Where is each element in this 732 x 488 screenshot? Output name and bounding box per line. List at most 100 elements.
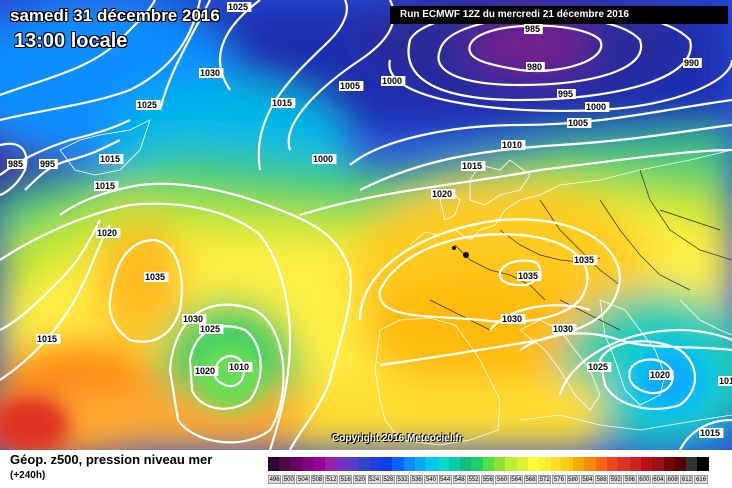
scale-value-label: 600: [637, 475, 651, 484]
scale-swatch: [381, 457, 393, 471]
scale-swatch: [640, 457, 653, 471]
pressure-label: 1020: [432, 189, 452, 199]
scale-value-label: 524: [367, 475, 381, 484]
copyright-notice: Copyright 2016 Meteociel.fr: [332, 433, 463, 444]
scale-swatch: [539, 457, 551, 471]
scale-value-label: 604: [651, 475, 666, 484]
model-run-label: Run ECMWF 12Z du mercredi 21 décembre 20…: [390, 6, 728, 24]
scale-swatch: [301, 457, 314, 471]
scale-swatch: [652, 457, 664, 471]
scale-value-label: 556: [481, 475, 495, 484]
scale-swatch: [527, 457, 540, 471]
pressure-label: 1015: [719, 376, 732, 386]
pressure-label: 1020: [97, 228, 117, 238]
pressure-label-bg: [431, 189, 456, 199]
scale-value-label: 496: [268, 475, 282, 484]
pressure-label: 1020: [195, 366, 215, 376]
scale-value-label: 500: [282, 475, 296, 484]
pressure-label: 1035: [574, 255, 594, 265]
isobars: [0, 0, 732, 450]
scale-value-label: 520: [353, 475, 367, 484]
pressure-label-bg: [227, 2, 252, 12]
pressure-label: 1025: [137, 100, 157, 110]
scale-swatch: [279, 457, 292, 471]
country-borders: [429, 169, 732, 331]
scale-swatch: [482, 457, 495, 471]
pressure-label-bg: [501, 314, 526, 324]
scale-value-label: 552: [467, 475, 481, 484]
pressure-label-bg: [526, 62, 545, 72]
pressure-label-bg: [36, 334, 61, 344]
pressure-label-bg: [461, 161, 486, 171]
pressure-label: 1015: [272, 98, 292, 108]
scale-swatch: [595, 457, 608, 471]
scale-value-label: 612: [680, 475, 694, 484]
pressure-label-bg: [718, 376, 732, 386]
scale-swatch: [369, 457, 382, 471]
scale-value-label: 588: [594, 475, 609, 484]
scale-swatch: [516, 457, 529, 471]
scale-swatch: [358, 457, 371, 471]
scale-value-label: 532: [395, 475, 410, 484]
scale-value-label: 572: [538, 475, 552, 484]
pressure-label-bg: [199, 68, 224, 78]
pressure-label: 1005: [340, 81, 360, 91]
scale-value-label: 548: [452, 475, 466, 484]
pressure-centres: [452, 246, 469, 258]
scale-swatch: [460, 457, 472, 471]
pressure-label: 1030: [200, 68, 220, 78]
pressure-label-bg: [649, 370, 674, 380]
pressure-label: 980: [527, 62, 542, 72]
scale-value-label: 560: [495, 475, 509, 484]
scale-swatch: [550, 457, 563, 471]
scale-swatch: [448, 457, 461, 471]
pressure-label-bg: [699, 428, 724, 438]
scale-swatch: [674, 457, 687, 471]
pressure-label: 1010: [229, 362, 249, 372]
pressure-label: 1010: [502, 140, 522, 150]
pressure-label-bg: [199, 324, 224, 334]
scale-value-label: 616: [694, 475, 708, 484]
pressure-label: 1030: [553, 324, 573, 334]
pressure-label: 1025: [588, 362, 608, 372]
pressure-label-bg: [552, 324, 577, 334]
pressure-label: 1015: [37, 334, 57, 344]
scale-swatch: [584, 457, 597, 471]
scale-value-label: 528: [381, 475, 395, 484]
scale-swatch: [561, 457, 574, 471]
scale-value-label: 584: [580, 475, 594, 484]
scale-swatch: [573, 457, 585, 471]
pressure-label-bg: [683, 58, 702, 68]
pressure-label-bg: [587, 362, 612, 372]
pressure-label-bg: [94, 181, 119, 191]
scale-swatch: [697, 457, 710, 471]
scale-swatch: [313, 457, 325, 471]
pressure-label-bg: [573, 255, 598, 265]
scale-swatch: [686, 457, 698, 471]
pressure-label-bg: [501, 140, 526, 150]
pressure-label-bg: [381, 76, 406, 86]
pressure-label: 995: [558, 89, 573, 99]
forecast-time: 13:00 locale: [14, 30, 128, 52]
pressure-label: 1005: [568, 118, 588, 128]
pressure-label-bg: [312, 154, 337, 164]
pressure-label-bg: [557, 89, 576, 99]
pressure-label-bg: [96, 228, 121, 238]
scale-swatch: [335, 457, 348, 471]
scale-swatch: [663, 457, 676, 471]
pressure-label: 1015: [100, 154, 120, 164]
scale-swatch: [494, 457, 506, 471]
pressure-label: 1015: [95, 181, 115, 191]
scale-swatch: [437, 457, 450, 471]
pressure-label: 995: [40, 159, 55, 169]
pressure-label: 1030: [183, 314, 203, 324]
scale-swatch: [290, 457, 303, 471]
pressure-label-bg: [182, 314, 207, 324]
scale-value-label: 544: [438, 475, 452, 484]
pressure-label: 1015: [700, 428, 720, 438]
scale-value-label: 568: [523, 475, 538, 484]
pressure-label-bg: [194, 366, 219, 376]
scale-swatch: [392, 457, 405, 471]
scale-value-label: 564: [509, 475, 523, 484]
